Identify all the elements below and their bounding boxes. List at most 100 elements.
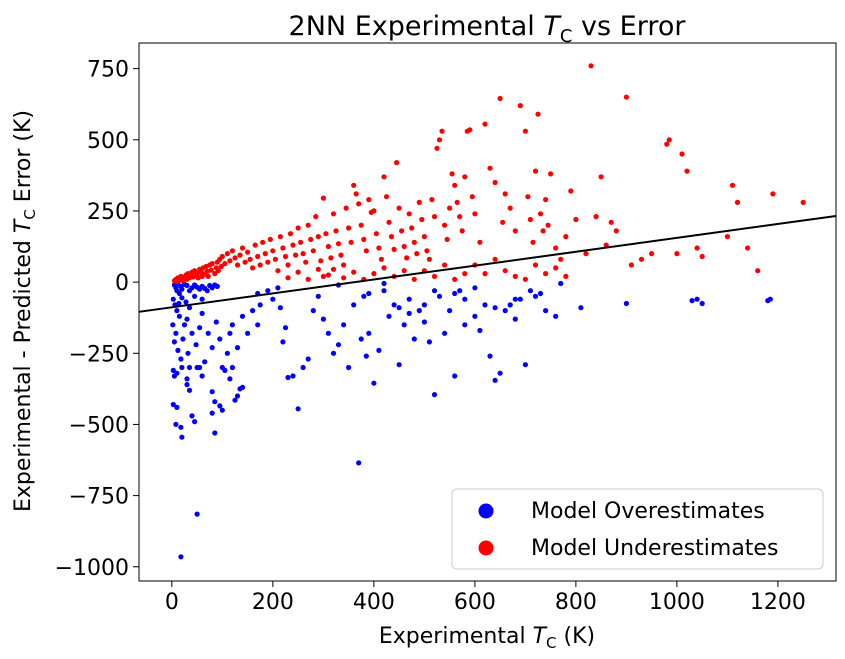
overestimate-point: [170, 401, 176, 408]
overestimate-point: [239, 313, 246, 319]
overestimate-point: [176, 313, 182, 319]
overestimate-point: [623, 300, 630, 307]
overestimate-point: [371, 380, 377, 386]
underestimate-point: [293, 252, 299, 258]
underestimate-point: [745, 245, 751, 251]
underestimate-point: [353, 191, 359, 197]
overestimate-point: [199, 296, 205, 302]
overestimate-point: [381, 280, 387, 287]
underestimate-point: [371, 208, 377, 214]
underestimate-point: [512, 228, 518, 234]
underestimate-point: [346, 225, 352, 231]
overestimate-point: [532, 293, 539, 299]
overestimate-point: [170, 322, 176, 328]
underestimate-point: [376, 245, 382, 251]
underestimate-point: [406, 211, 412, 217]
underestimate-point: [295, 269, 301, 275]
overestimate-point: [176, 300, 182, 307]
underestimate-point: [431, 214, 438, 220]
underestimate-point: [553, 245, 559, 251]
overestimate-point: [227, 330, 233, 336]
underestimate-point: [532, 262, 539, 268]
overestimate-point: [462, 296, 468, 302]
underestimate-point: [734, 199, 741, 205]
overestimate-point: [173, 421, 179, 427]
overestimate-point: [361, 293, 367, 299]
underestimate-point: [247, 256, 253, 262]
overestimate-point: [197, 364, 203, 371]
overestimate-point: [219, 407, 225, 413]
data-points: [170, 63, 806, 560]
underestimate-point: [285, 275, 291, 281]
overestimate-point: [234, 393, 241, 399]
x-tick-label: 0: [165, 590, 179, 615]
underestimate-point: [348, 239, 354, 245]
overestimate-point: [517, 296, 523, 302]
overestimate-point: [186, 364, 193, 371]
underestimate-point: [699, 253, 705, 260]
underestimate-point: [343, 205, 349, 211]
overestimate-point: [487, 353, 493, 359]
overestimate-point: [175, 347, 181, 353]
underestimate-point: [623, 94, 630, 100]
underestimate-point: [442, 222, 448, 228]
underestimate-point: [242, 259, 248, 265]
underestimate-point: [239, 245, 246, 251]
overestimate-point: [227, 376, 233, 382]
y-tick-label: −500: [69, 413, 129, 438]
underestimate-point: [257, 262, 263, 268]
underestimate-point: [323, 231, 329, 237]
underestimate-point: [224, 251, 230, 257]
overestimate-point: [205, 330, 211, 336]
overestimate-point: [431, 288, 438, 294]
underestimate-point: [527, 216, 534, 223]
fit-line: [138, 215, 837, 313]
overestimate-point: [197, 325, 203, 331]
y-axis-ticks: −1000 −750 −500 −250 0 250 500 750: [55, 58, 139, 581]
overestimate-point: [558, 280, 564, 287]
overestimate-point: [232, 397, 238, 403]
overestimate-point: [213, 319, 219, 325]
overestimate-point: [212, 399, 218, 405]
underestimate-point: [487, 165, 493, 171]
overestimate-point: [229, 322, 235, 328]
overestimate-point: [436, 293, 443, 299]
overestimate-point: [431, 392, 438, 398]
overestimate-point: [396, 305, 402, 311]
overestimate-point: [537, 290, 544, 297]
underestimate-point: [467, 127, 473, 133]
overestimate-point: [184, 382, 190, 388]
overestimate-point: [192, 293, 198, 299]
overestimate-point: [234, 345, 241, 351]
underestimate-point: [638, 256, 645, 262]
underestimate-point: [305, 222, 311, 228]
underestimate-point: [252, 242, 258, 248]
plot-frame: [138, 42, 837, 582]
underestimate-point: [371, 271, 377, 277]
underestimate-point: [388, 234, 395, 240]
overestimate-point: [189, 330, 195, 336]
overestimate-point: [543, 308, 549, 314]
overestimate-point: [186, 305, 193, 311]
underestimate-point: [208, 267, 214, 273]
underestimate-point: [300, 251, 306, 257]
underestimate-point: [770, 191, 776, 197]
overestimate-point: [181, 322, 188, 328]
y-tick-label: 750: [87, 58, 129, 83]
underestimate-point: [351, 182, 357, 188]
underestimate-point: [325, 243, 331, 250]
underestimate-point: [429, 197, 435, 203]
underestimate-point: [399, 228, 405, 234]
overestimate-point: [426, 339, 432, 345]
underestimate-point: [229, 248, 235, 254]
underestimate-point: [195, 275, 201, 281]
underestimate-point: [522, 276, 529, 282]
underestimate-point: [204, 268, 210, 274]
underestimate-point: [543, 271, 549, 277]
underestimate-point: [260, 239, 266, 245]
underestimate-point: [262, 251, 268, 257]
underestimate-point: [328, 255, 334, 261]
overestimate-point: [300, 364, 306, 371]
overestimate-point: [179, 295, 185, 301]
underestimate-point: [386, 219, 392, 225]
